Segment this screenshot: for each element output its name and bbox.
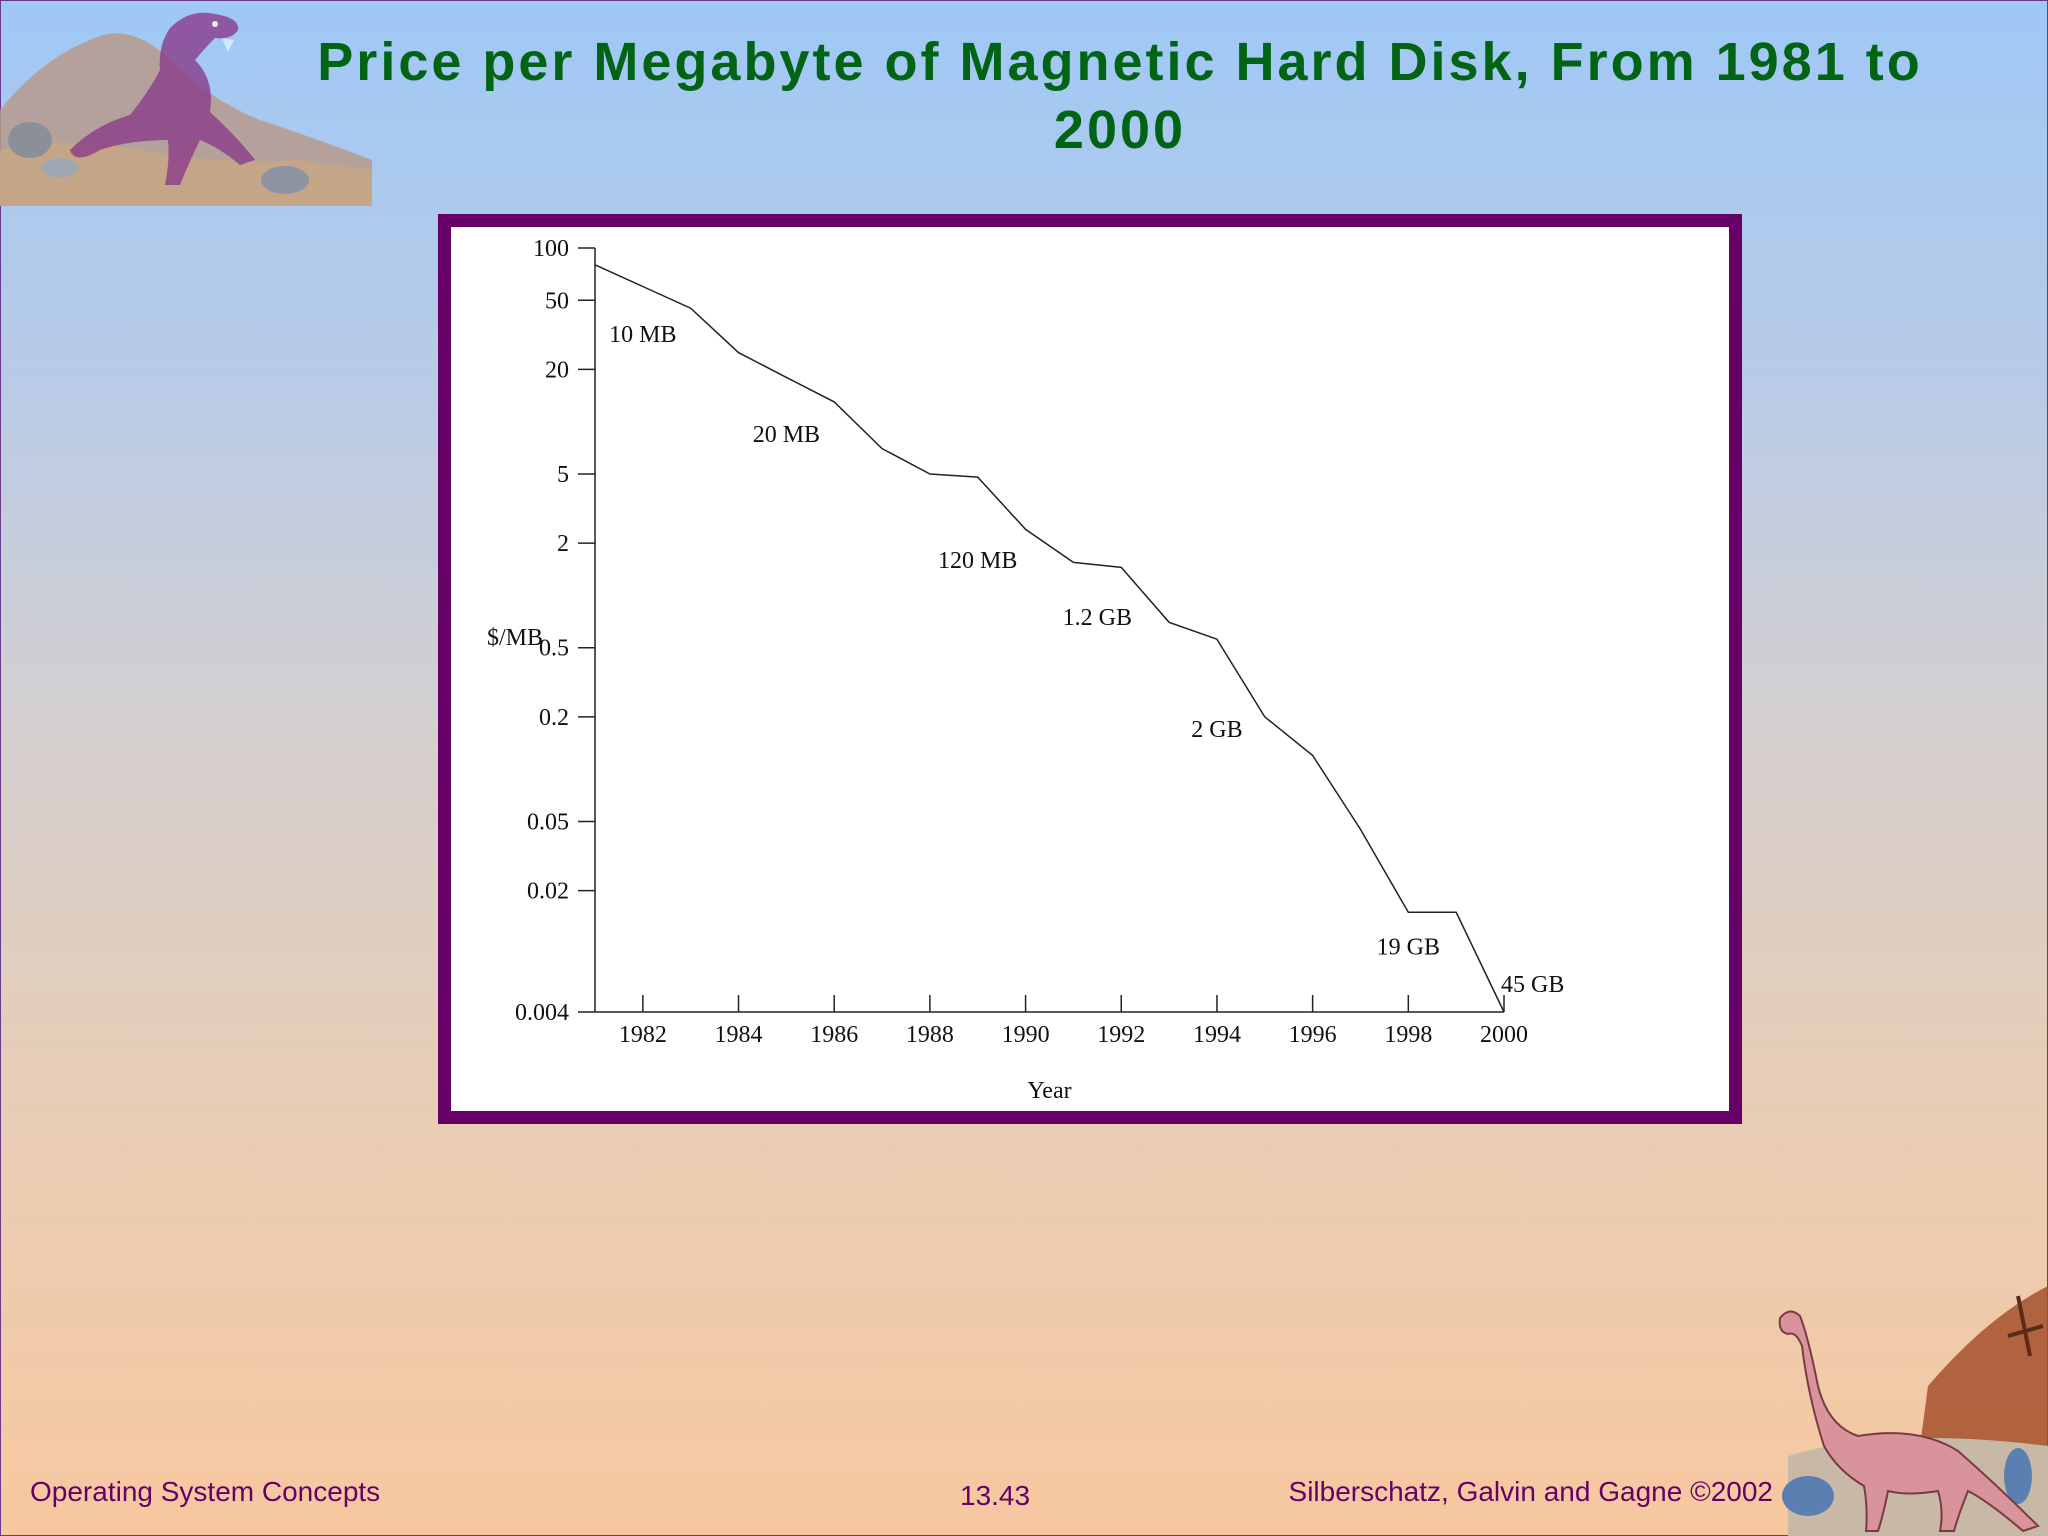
y-tick-label: 50 bbox=[545, 288, 569, 314]
y-tick-label: 0.02 bbox=[527, 879, 569, 905]
capacity-label: 19 GB bbox=[1377, 935, 1440, 961]
capacity-label: 45 GB bbox=[1501, 972, 1564, 998]
y-tick-label: 0.05 bbox=[527, 809, 569, 835]
capacity-label: 1.2 GB bbox=[1063, 605, 1132, 631]
tyrannosaurus-icon bbox=[0, 12, 372, 206]
y-tick-label: 0.2 bbox=[539, 705, 569, 731]
y-ticks: 100 50 20 5 2 0.5 0.2 0.05 0.02 0.004 bbox=[515, 236, 595, 1026]
y-tick-label: 20 bbox=[545, 357, 569, 383]
x-ticks: 1982 1984 1986 1988 1990 1992 1994 1996 1998 2000 bbox=[619, 995, 1528, 1048]
x-axis-label: Year bbox=[1027, 1078, 1071, 1104]
footer-slide-number: 13.43 bbox=[960, 1480, 1031, 1511]
x-tick-label: 1992 bbox=[1097, 1022, 1145, 1048]
y-axis-label: $/MB bbox=[487, 625, 543, 651]
y-tick-label: 0.5 bbox=[539, 636, 569, 662]
chart-frame: 100 50 20 5 2 0.5 0.2 0.05 0.02 0.004 1982 1984 198… bbox=[438, 214, 1742, 1124]
footer-course-title: Operating System Concepts bbox=[30, 1476, 381, 1507]
y-tick-label: 0.004 bbox=[515, 1000, 569, 1026]
x-tick-label: 1996 bbox=[1289, 1022, 1337, 1048]
y-tick-label: 2 bbox=[557, 531, 569, 557]
x-tick-label: 1998 bbox=[1384, 1022, 1432, 1048]
slide-title: Price per Megabyte of Magnetic Hard Disk… bbox=[317, 32, 1923, 160]
capacity-label: 2 GB bbox=[1191, 717, 1242, 743]
x-tick-label: 1990 bbox=[1002, 1022, 1050, 1048]
capacity-label: 20 MB bbox=[753, 422, 820, 448]
footer-copyright: Silberschatz, Galvin and Gagne ©2002 bbox=[1288, 1476, 1773, 1507]
y-tick-label: 5 bbox=[557, 462, 569, 488]
x-tick-label: 2000 bbox=[1480, 1022, 1528, 1048]
capacity-annotations: 10 MB 20 MB 120 MB 1.2 GB 2 GB 19 GB 45 GB bbox=[609, 322, 1564, 998]
x-tick-label: 1986 bbox=[810, 1022, 858, 1048]
y-tick-label: 100 bbox=[533, 236, 569, 262]
x-tick-label: 1988 bbox=[906, 1022, 954, 1048]
brontosaurus-icon bbox=[1778, 1286, 2048, 1536]
capacity-label: 120 MB bbox=[938, 548, 1017, 574]
x-tick-label: 1994 bbox=[1193, 1022, 1241, 1048]
capacity-label: 10 MB bbox=[609, 322, 676, 348]
price-series-line bbox=[594, 264, 1505, 1013]
x-tick-label: 1984 bbox=[715, 1022, 763, 1048]
chart-axes bbox=[594, 248, 1504, 1013]
x-tick-label: 1982 bbox=[619, 1022, 667, 1048]
